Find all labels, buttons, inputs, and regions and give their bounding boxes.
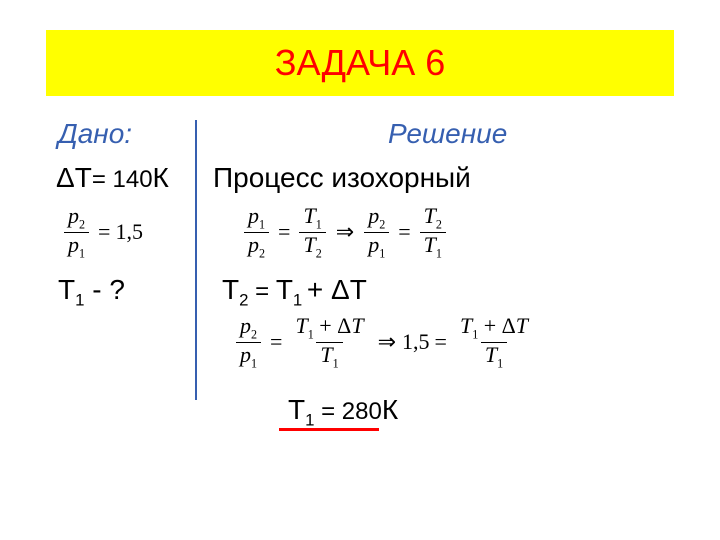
f: p [368,203,379,228]
f: + Δ [314,313,352,338]
ratio-val: 1,5 [115,219,143,245]
ans-sym: Т [288,394,305,425]
answer-underline [279,428,379,431]
f: T [424,203,436,228]
eq: = [430,329,452,355]
vertical-divider [195,120,197,400]
delta-t-value: = 140 [92,166,153,193]
eq1-frac4: T2 T1 [420,204,446,260]
f: T [295,313,307,338]
f: 2 [379,217,385,231]
eq1-frac3: p2 p1 [364,204,389,260]
arrow-icon: ⇒ [330,219,360,245]
given-delta-t: ΔТ= 140К [56,162,169,194]
f: 2 [259,246,265,260]
ratio-den-sub: 1 [79,246,85,260]
eq2-frac2: T1 + ΔT T1 [291,314,367,370]
ratio-den-sym: p [68,232,79,257]
f: 2 [436,217,442,231]
eq: = [273,219,295,245]
f: 2 [316,246,322,260]
f: 1 [497,356,503,370]
f: 1 [316,217,322,231]
arrow-icon: ⇒ [372,329,402,355]
ans-val: = 280 [314,398,381,425]
eq: = [393,219,415,245]
given-question: Т1 - ? [58,274,125,311]
f: p [248,232,259,257]
given-label: Дано: [58,118,132,150]
ratio-num-sub: 2 [79,217,85,231]
mid-val: 1,5 [402,329,430,355]
equation-1: p1 p2 = T1 T2 ⇒ p2 p1 = T2 T1 [240,204,450,260]
f: T [351,313,363,338]
question-sym: Т [58,274,75,305]
eq1-frac2: T1 T2 [299,204,325,260]
problem-title: ЗАДАЧА 6 [275,42,446,84]
t2-eq: = [248,278,275,305]
ratio-eq: = [93,219,115,245]
f: + Δ [478,313,516,338]
ans-unit: К [382,394,398,425]
t2-equation: Т2 = Т1 + ΔТ [222,274,367,311]
answer: Т1 = 280К [288,394,398,431]
problem-header: ЗАДАЧА 6 [46,30,674,96]
f: T [460,313,472,338]
process-text: Процесс изохорный [213,162,471,194]
given-pressure-ratio: p2 p1 = 1,5 [60,204,143,260]
ratio-fraction: p2 p1 [64,204,89,260]
t1-sym: Т [276,274,293,305]
t1-sub: 1 [293,291,307,310]
t2-rhs: + ΔТ [307,274,367,305]
f: 1 [436,246,442,260]
f: p [368,232,379,257]
delta-t-symbol: ΔТ [56,162,92,193]
f: p [240,313,251,338]
f: p [248,203,259,228]
eq: = [265,329,287,355]
ratio-num-sym: p [68,203,79,228]
solution-label: Решение [388,118,507,150]
f: 1 [259,217,265,231]
f: 1 [251,356,257,370]
f: T [424,232,436,257]
t2-sym: Т [222,274,239,305]
equation-2: p2 p1 = T1 + ΔT T1 ⇒ 1,5 = T1 + ΔT T1 [232,314,536,370]
f: T [485,342,497,367]
f: 2 [251,327,257,341]
f: p [240,342,251,367]
eq1-frac1: p1 p2 [244,204,269,260]
f: T [303,232,315,257]
eq2-frac3: T1 + ΔT T1 [456,314,532,370]
f: T [516,313,528,338]
question-rest: - ? [84,274,124,305]
eq2-frac1: p2 p1 [236,314,261,370]
f: T [320,342,332,367]
delta-t-unit: К [153,162,169,193]
f: 1 [379,246,385,260]
f: T [303,203,315,228]
f: 1 [333,356,339,370]
